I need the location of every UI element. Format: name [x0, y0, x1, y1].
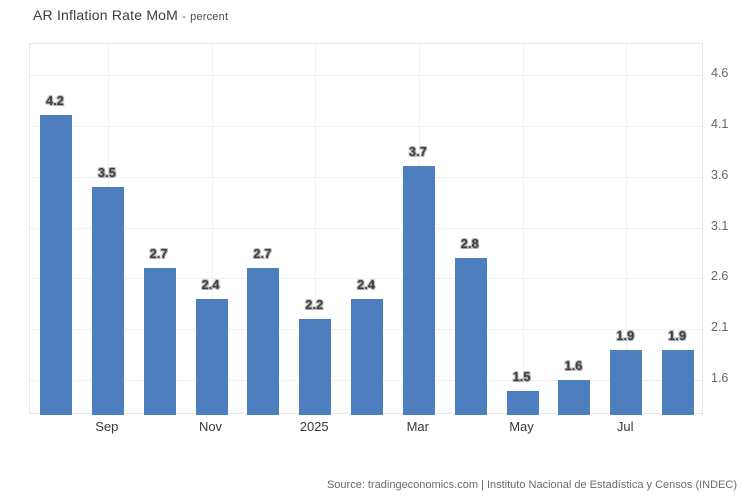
chart-subtitle: percent: [190, 11, 229, 23]
plot-area: [29, 43, 703, 415]
bar[interactable]: [662, 349, 695, 415]
bar-value-label: 2.2: [305, 297, 324, 313]
x-tick-label: 2025: [299, 419, 329, 434]
y-tick-label: 4.1: [711, 116, 729, 131]
gridline-v: [315, 44, 317, 413]
gridline-h: [30, 176, 702, 178]
y-tick-label: 3.1: [711, 218, 729, 233]
bar-value-label: 3.5: [97, 164, 116, 180]
bar-value-label: 1.5: [512, 368, 531, 384]
y-tick-label: 2.1: [711, 320, 729, 335]
bar[interactable]: [143, 268, 176, 415]
y-tick-label: 1.6: [711, 371, 729, 386]
bar-value-label: 2.7: [149, 246, 168, 262]
bar-value-label: 2.8: [460, 236, 479, 251]
gridline-v: [522, 44, 524, 413]
bar[interactable]: [247, 268, 280, 415]
bar[interactable]: [558, 380, 591, 415]
bar[interactable]: [454, 258, 487, 415]
bar[interactable]: [506, 390, 539, 415]
source-attribution: Source: tradingeconomics.com | Instituto…: [326, 479, 737, 491]
bar-value-label: 3.7: [408, 144, 427, 160]
bar[interactable]: [195, 298, 228, 415]
bar[interactable]: [91, 186, 124, 415]
bar[interactable]: [351, 298, 383, 415]
bar-value-label: 1.6: [564, 358, 583, 374]
bar[interactable]: [610, 349, 643, 415]
gridline-h: [30, 125, 702, 127]
bar-value-label: 2.4: [201, 276, 220, 292]
chart-title-text: AR Inflation Rate MoM: [33, 7, 179, 23]
y-tick-label: 3.6: [711, 167, 729, 182]
bar-value-label: 2.7: [253, 246, 272, 262]
gridline-h: [30, 227, 702, 229]
bar-value-label: 1.9: [616, 327, 635, 343]
chart-title: AR Inflation Rate MoM - percent: [33, 7, 228, 23]
x-tick-label: Nov: [198, 419, 223, 434]
bar[interactable]: [39, 115, 72, 415]
x-tick-label: Jul: [616, 419, 634, 434]
bar-value-label: 4.2: [45, 93, 64, 109]
x-tick-label: Sep: [95, 419, 119, 434]
chart-subtitle-separator: -: [182, 11, 187, 23]
y-tick-label: 4.6: [711, 65, 729, 80]
x-tick-label: Mar: [406, 419, 429, 434]
bar[interactable]: [299, 319, 332, 415]
gridline-v: [626, 44, 628, 413]
gridline-v: [211, 44, 213, 413]
y-tick-label: 2.6: [711, 269, 729, 284]
bar-value-label: 2.4: [356, 276, 376, 292]
bar[interactable]: [402, 166, 435, 415]
x-tick-label: May: [509, 419, 534, 434]
gridline-h: [30, 278, 702, 280]
bar-value-label: 1.9: [668, 327, 687, 343]
gridline-h: [30, 74, 702, 76]
